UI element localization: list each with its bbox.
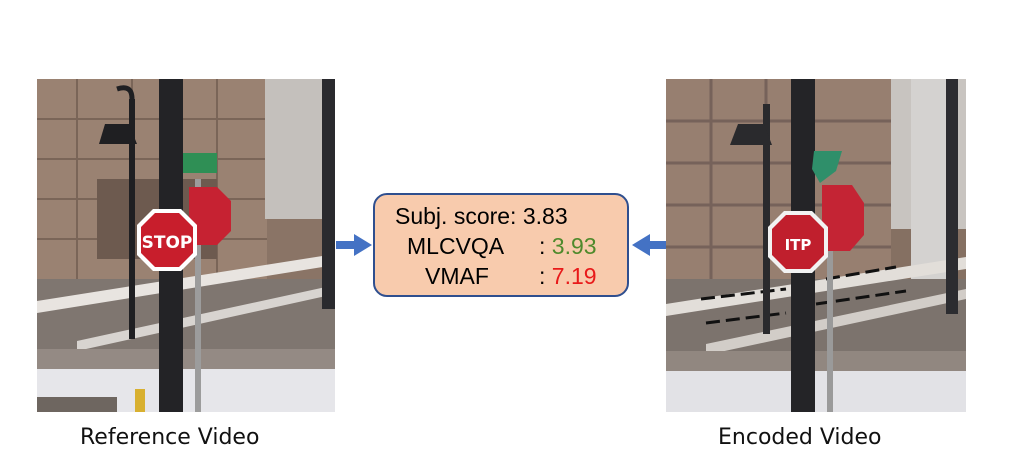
vmaf-separator: : [539, 263, 546, 289]
mlcvqa-value: 3.93 [551, 233, 597, 259]
mlcvqa-label: MLCVQA [407, 233, 505, 259]
subj-score-value: 3.83 [522, 203, 568, 229]
subj-score-label: Subj. score: [395, 203, 517, 229]
reference-video-image: STOP [37, 79, 335, 412]
vmaf-label: VMAF [425, 263, 489, 289]
score-box: Subj. score: 3.83 MLCVQA : 3.93 VMAF : 7… [373, 193, 629, 297]
right-arrow [632, 234, 666, 256]
mlcvqa-separator: : [539, 233, 546, 259]
encoded-sign-text: ITP [785, 236, 812, 254]
encoded-video-image: ITP [666, 79, 966, 412]
reference-video-frame: STOP [37, 79, 335, 412]
mlcvqa-score-row: : 3.93 [539, 231, 597, 261]
vmaf-value: 7.19 [551, 263, 597, 289]
subjective-score-row: Subj. score: 3.83 [395, 201, 568, 231]
encoded-video-caption: Encoded Video [718, 425, 882, 450]
encoded-video-frame: ITP [666, 79, 966, 412]
left-arrow [336, 234, 372, 256]
vmaf-score-row: : 7.19 [539, 261, 597, 291]
reference-video-caption: Reference Video [80, 425, 260, 450]
stop-sign-text: STOP [142, 233, 193, 253]
